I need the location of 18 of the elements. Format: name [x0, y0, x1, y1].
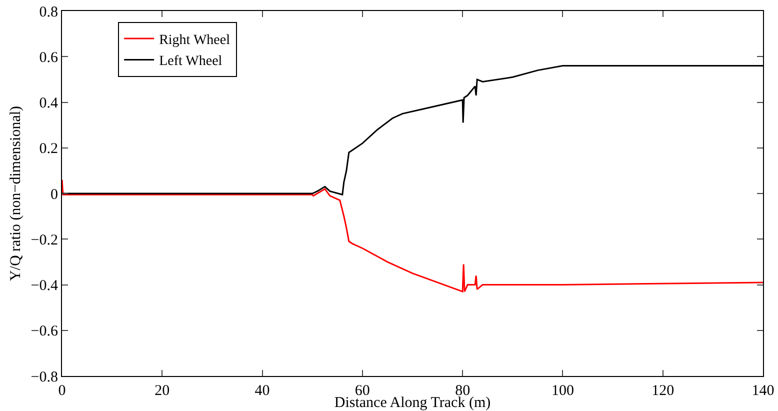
y-tick-label: 0.8 — [39, 4, 58, 20]
line-series — [62, 179, 763, 292]
y-axis-title: Y/Q ratio (non−dimensional) — [8, 106, 24, 282]
legend-label: Right Wheel — [159, 33, 230, 48]
legend-label: Left Wheel — [159, 54, 222, 70]
y-tick-label: −0.2 — [30, 232, 58, 248]
y-tick-label: −0.8 — [30, 369, 58, 386]
y-tick-label: −0.4 — [30, 278, 58, 294]
y-tick-label: −0.6 — [30, 324, 58, 340]
y-tick-label: 0.2 — [39, 141, 58, 158]
x-tick-label: 140 — [752, 383, 774, 399]
x-tick-label: 100 — [551, 383, 574, 399]
x-tick-label: 20 — [154, 383, 170, 399]
x-tick-label: 40 — [254, 383, 270, 399]
x-tick-label: 120 — [652, 383, 674, 399]
y-tick-label: 0 — [50, 186, 58, 203]
y-tick-label: 0.6 — [39, 50, 58, 66]
y-tick-label: 0.4 — [39, 96, 58, 112]
